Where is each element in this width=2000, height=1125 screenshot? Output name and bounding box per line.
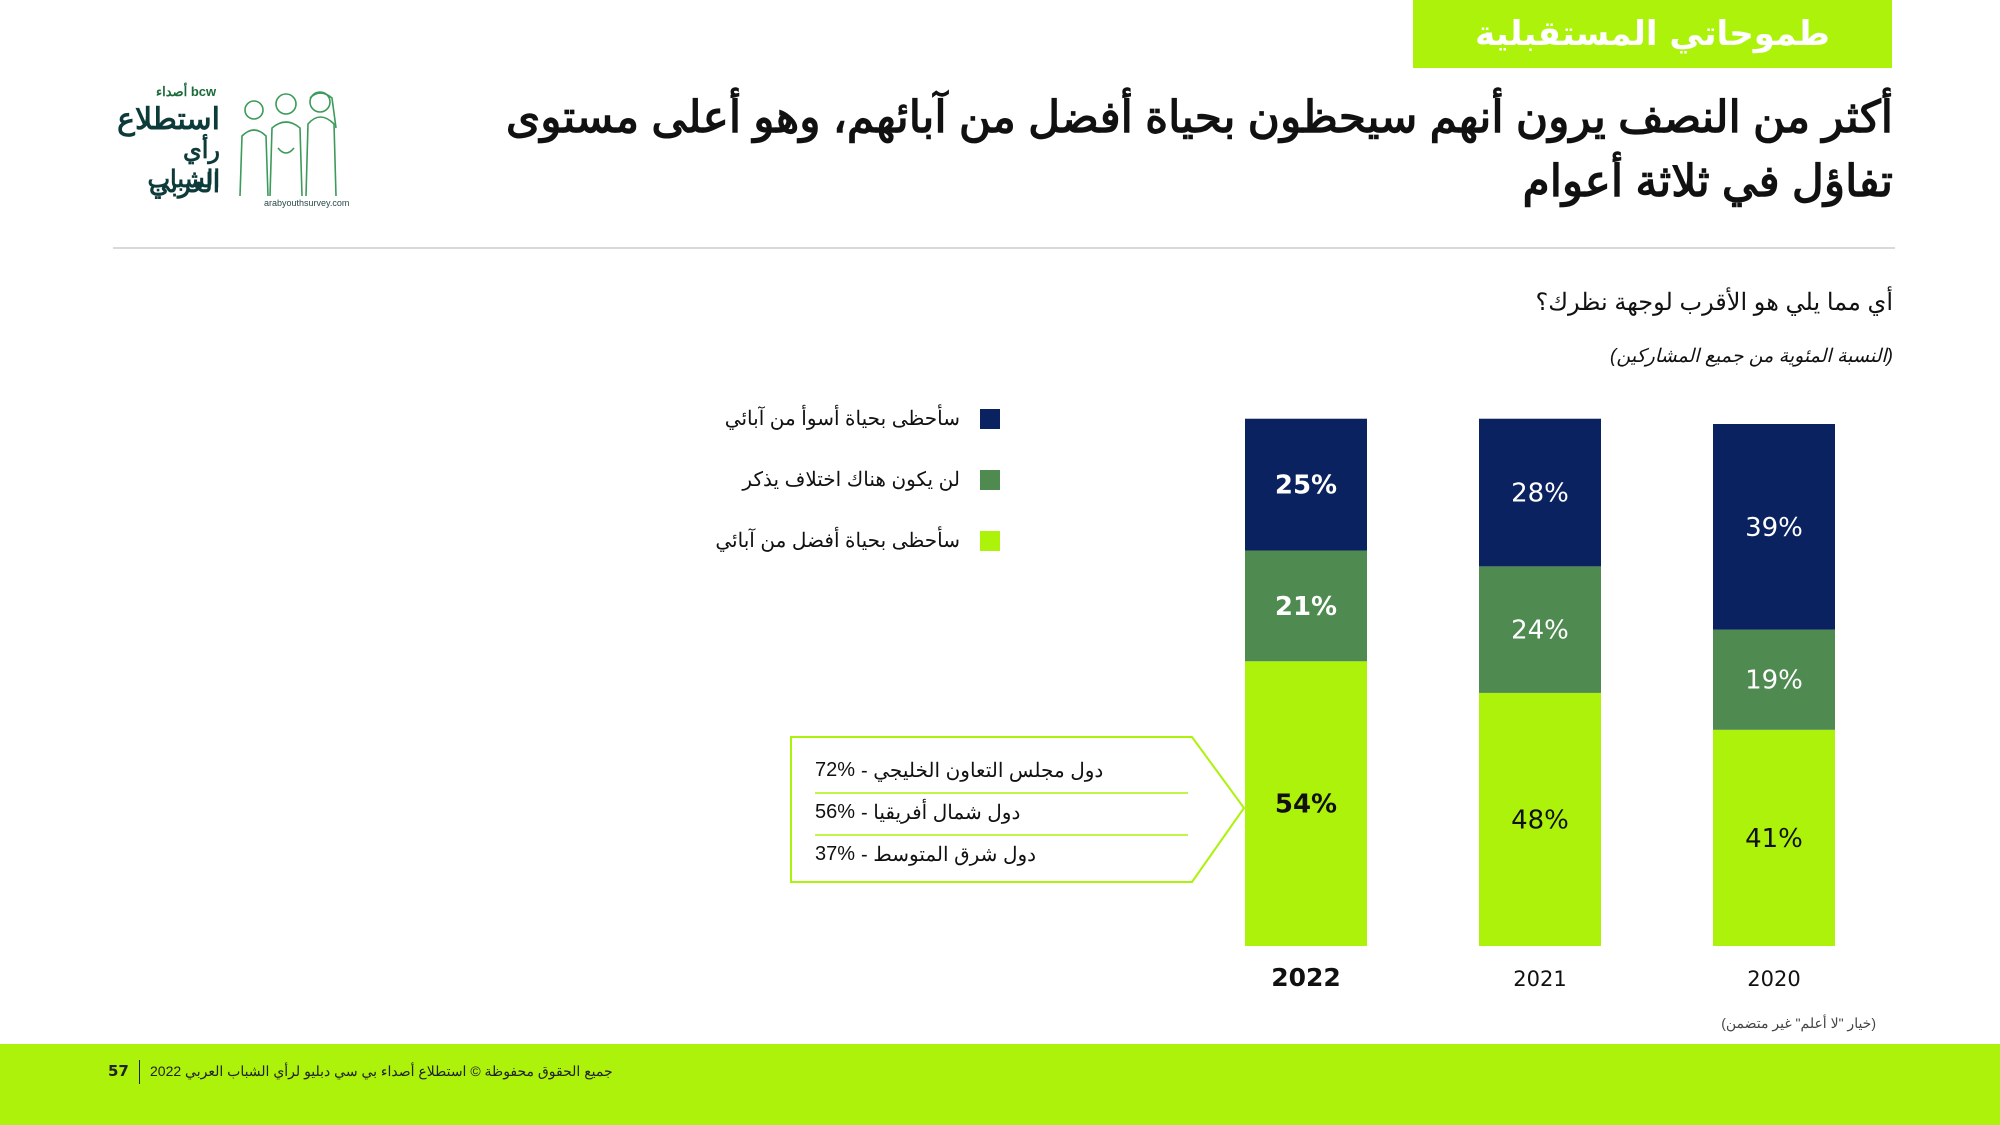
callout-region-north-africa: دول شمال أفريقيا - — [861, 802, 1021, 824]
x-tick-label-2022: 2022 — [1271, 963, 1341, 992]
logo-brand: bcw أصداء — [156, 84, 217, 99]
legend-item-worse: سأحظى بحياة أسوأ من آبائي — [725, 406, 1000, 431]
legend-item-same: لن يكون هناك اختلاف يذكر — [742, 467, 1000, 492]
bar-segment-2021-1 — [1479, 566, 1601, 693]
bar-segment-2020-0 — [1713, 729, 1835, 946]
section-tag: طموحاتي المستقبلية — [1413, 0, 1892, 68]
people-illustration-icon — [239, 91, 337, 196]
legend-label-same: لن يكون هناك اختلاف يذكر — [742, 469, 960, 491]
callout-row-north-africa: دول شمال أفريقيا - 56% — [815, 800, 1020, 825]
legend-label-better: سأحظى بحياة أفضل من آبائي — [715, 530, 960, 552]
legend-swatch-same — [980, 469, 1000, 490]
data-label-2022-0: 54% — [1275, 790, 1337, 820]
callout-region-gcc: دول مجلس التعاون الخليجي - — [861, 760, 1104, 782]
callout-value-gcc: 72% — [815, 759, 856, 781]
data-label-2020-1: 19% — [1745, 666, 1803, 696]
survey-base: (النسبة المئوية من جميع المشاركين) — [1610, 346, 1893, 367]
title-divider — [113, 247, 1895, 249]
data-label-2022-1: 21% — [1275, 592, 1337, 622]
legend-swatch-better — [980, 530, 1000, 551]
logo-line-1: استطلاع — [117, 103, 220, 136]
legend-item-better: سأحظى بحياة أفضل من آبائي — [715, 528, 1000, 553]
footer-bar — [0, 1044, 2000, 1125]
callout-row-levant: دول شرق المتوسط - 37% — [815, 842, 1036, 867]
x-tick-label-2020: 2020 — [1747, 967, 1800, 991]
data-label-2021-0: 48% — [1511, 805, 1569, 835]
legend-label-worse: سأحظى بحياة أسوأ من آبائي — [724, 408, 960, 430]
bar-segment-2020-2 — [1713, 424, 1835, 630]
logo-line-3: العربي — [149, 168, 220, 198]
logo: bcw أصداء استطلاع رأي الشباب العربي arab… — [108, 84, 358, 219]
footer-copyright: جميع الحقوق محفوظة © استطلاع أصداء بي سي… — [150, 1063, 613, 1079]
data-label-2022-2: 25% — [1275, 471, 1337, 501]
callout-value-north-africa: 56% — [815, 801, 856, 823]
data-label-2021-2: 28% — [1511, 479, 1569, 509]
bar-segment-2022-0 — [1245, 661, 1367, 946]
footer-separator — [139, 1060, 140, 1084]
page-number: 57 — [108, 1062, 129, 1080]
callout-region-levant: دول شرق المتوسط - — [861, 844, 1037, 866]
page-title: أكثر من النصف يرون أنهم سيحظون بحياة أفض… — [505, 93, 1893, 206]
footnote: (خيار "لا أعلم" غير متضمن) — [1721, 1015, 1876, 1031]
x-tick-label-2021: 2021 — [1513, 967, 1566, 991]
data-label-2021-1: 24% — [1511, 616, 1569, 646]
survey-question: أي مما يلي هو الأقرب لوجهة نظرك؟ — [1535, 289, 1893, 316]
logo-line-2: رأي الشباب — [147, 137, 220, 193]
data-label-2020-2: 39% — [1745, 513, 1803, 543]
legend-swatch-worse — [980, 408, 1000, 429]
bar-segment-2020-1 — [1713, 629, 1835, 730]
bar-segment-2022-1 — [1245, 550, 1367, 662]
bar-segment-2021-2 — [1479, 418, 1601, 567]
data-label-2020-0: 41% — [1745, 824, 1803, 854]
bar-segment-2021-0 — [1479, 692, 1601, 946]
bar-segment-2022-2 — [1245, 418, 1367, 551]
logo-url: arabyouthsurvey.com — [264, 198, 350, 208]
callout-row-gcc: دول مجلس التعاون الخليجي - 72% — [815, 758, 1103, 783]
callout-value-levant: 37% — [815, 843, 856, 865]
